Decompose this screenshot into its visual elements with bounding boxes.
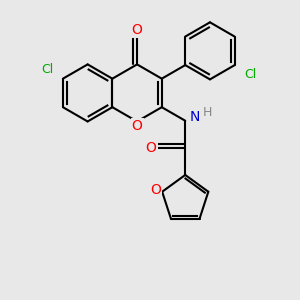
Text: H: H [202, 106, 212, 118]
Text: O: O [146, 141, 156, 155]
Text: Cl: Cl [41, 63, 54, 76]
Text: N: N [190, 110, 200, 124]
Text: Cl: Cl [244, 68, 256, 80]
Text: O: O [132, 119, 142, 133]
Text: O: O [150, 182, 161, 197]
Text: O: O [132, 23, 142, 37]
